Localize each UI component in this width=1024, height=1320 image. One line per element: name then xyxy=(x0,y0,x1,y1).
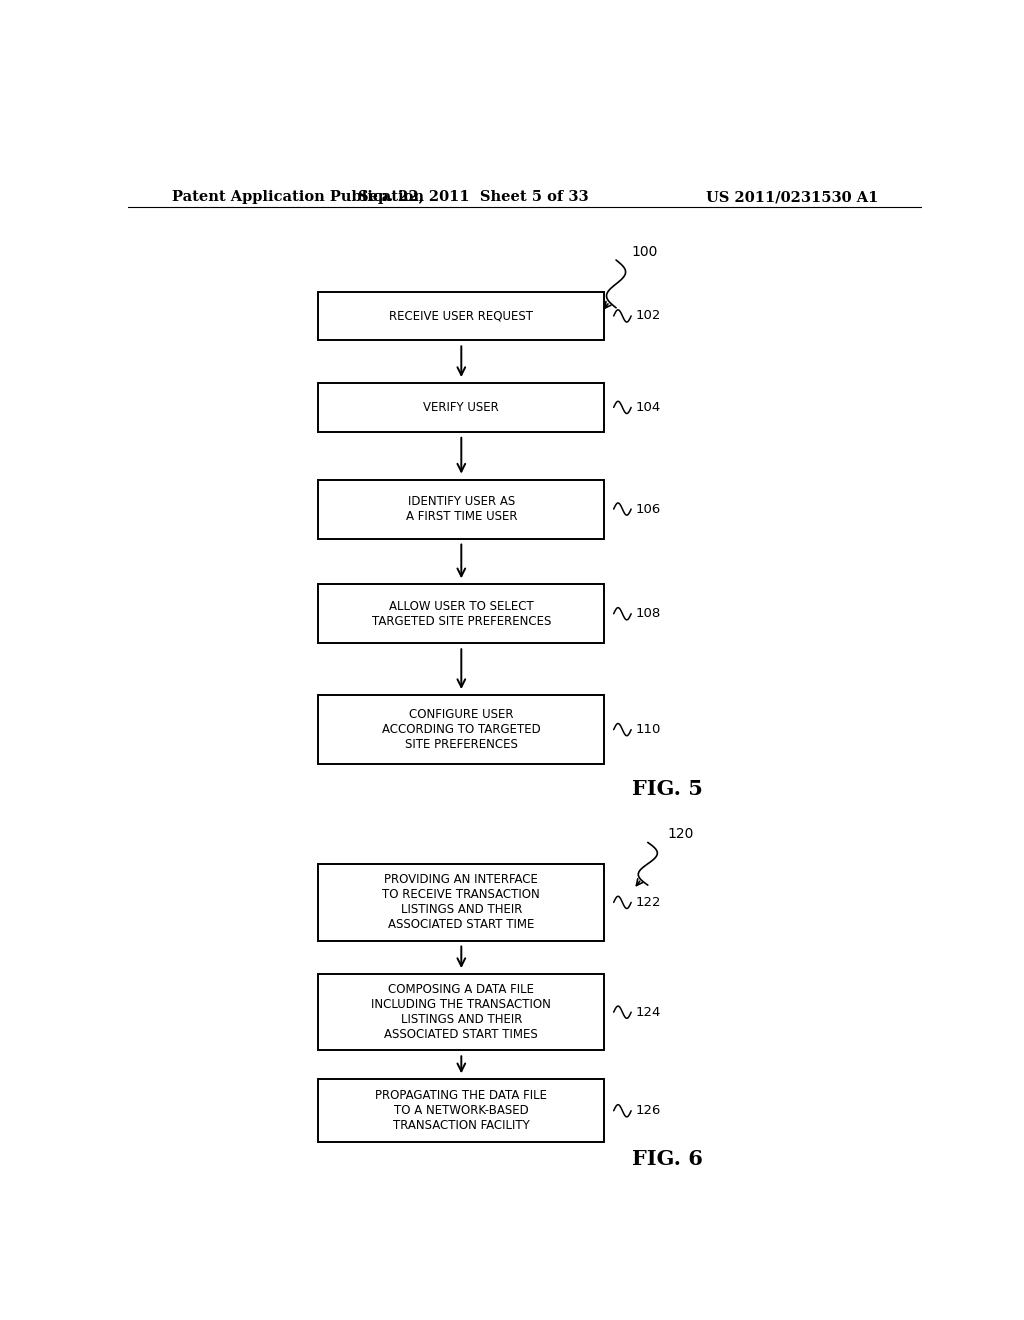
Text: 122: 122 xyxy=(636,896,662,909)
Text: FIG. 6: FIG. 6 xyxy=(632,1148,703,1168)
Text: FIG. 5: FIG. 5 xyxy=(632,779,703,799)
Text: Sep. 22, 2011  Sheet 5 of 33: Sep. 22, 2011 Sheet 5 of 33 xyxy=(358,190,589,205)
Text: US 2011/0231530 A1: US 2011/0231530 A1 xyxy=(706,190,878,205)
FancyBboxPatch shape xyxy=(318,479,604,539)
FancyBboxPatch shape xyxy=(318,696,604,764)
Text: 102: 102 xyxy=(636,309,662,322)
FancyBboxPatch shape xyxy=(318,585,604,643)
FancyBboxPatch shape xyxy=(318,974,604,1051)
Text: ALLOW USER TO SELECT
TARGETED SITE PREFERENCES: ALLOW USER TO SELECT TARGETED SITE PREFE… xyxy=(372,599,551,628)
Text: CONFIGURE USER
ACCORDING TO TARGETED
SITE PREFERENCES: CONFIGURE USER ACCORDING TO TARGETED SIT… xyxy=(382,708,541,751)
Text: PROPAGATING THE DATA FILE
TO A NETWORK-BASED
TRANSACTION FACILITY: PROPAGATING THE DATA FILE TO A NETWORK-B… xyxy=(376,1089,547,1133)
Text: 120: 120 xyxy=(668,828,694,841)
Text: 124: 124 xyxy=(636,1006,662,1019)
Text: 100: 100 xyxy=(632,246,658,259)
Text: 126: 126 xyxy=(636,1105,662,1117)
Text: 110: 110 xyxy=(636,723,662,737)
Text: IDENTIFY USER AS
A FIRST TIME USER: IDENTIFY USER AS A FIRST TIME USER xyxy=(406,495,517,523)
FancyBboxPatch shape xyxy=(318,383,604,432)
FancyBboxPatch shape xyxy=(318,292,604,341)
FancyBboxPatch shape xyxy=(318,865,604,941)
Text: VERIFY USER: VERIFY USER xyxy=(424,401,499,414)
Text: 108: 108 xyxy=(636,607,662,620)
Text: 104: 104 xyxy=(636,401,662,414)
Text: PROVIDING AN INTERFACE
TO RECEIVE TRANSACTION
LISTINGS AND THEIR
ASSOCIATED STAR: PROVIDING AN INTERFACE TO RECEIVE TRANSA… xyxy=(382,874,541,932)
Text: RECEIVE USER REQUEST: RECEIVE USER REQUEST xyxy=(389,309,534,322)
Text: COMPOSING A DATA FILE
INCLUDING THE TRANSACTION
LISTINGS AND THEIR
ASSOCIATED ST: COMPOSING A DATA FILE INCLUDING THE TRAN… xyxy=(372,983,551,1041)
Text: 106: 106 xyxy=(636,503,662,516)
Text: Patent Application Publication: Patent Application Publication xyxy=(172,190,424,205)
FancyBboxPatch shape xyxy=(318,1080,604,1142)
